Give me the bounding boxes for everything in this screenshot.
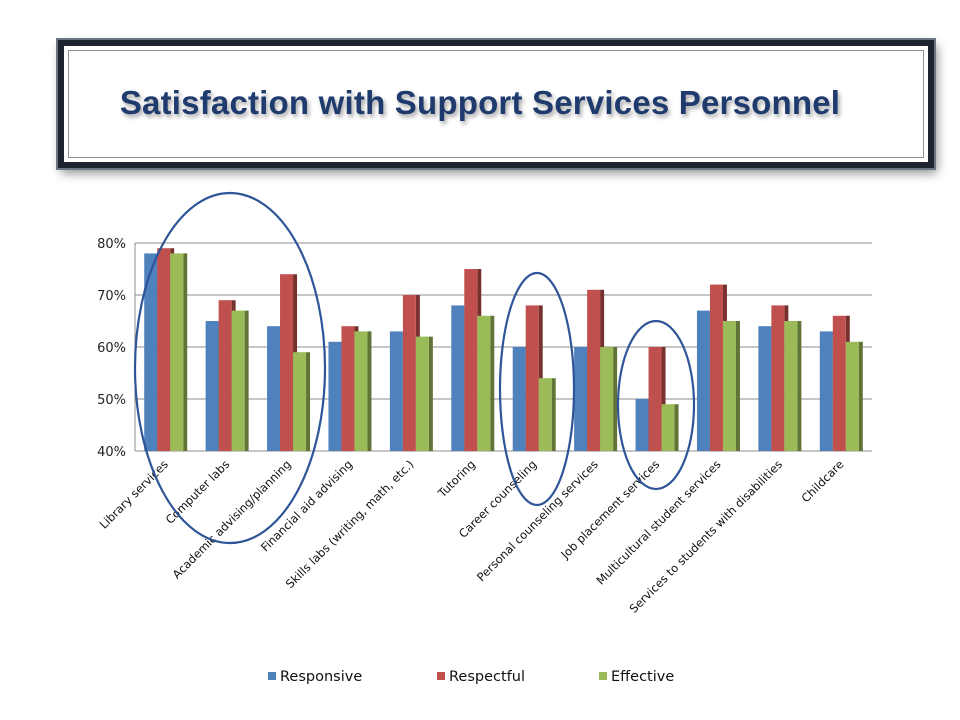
y-tick-label: 60% [97, 341, 126, 356]
bar-side [244, 310, 249, 451]
bar-side [306, 352, 311, 451]
bar-side [613, 347, 618, 451]
bar-side [858, 341, 863, 451]
bar-side [183, 253, 188, 451]
bar-responsive [758, 326, 772, 451]
bar-responsive [574, 347, 588, 451]
bar-responsive [389, 331, 403, 451]
bar-respectful [832, 315, 846, 451]
category-label: Skills labs (writing, math, etc.) [283, 457, 417, 591]
bar-side [797, 321, 802, 451]
category-label: Library services [97, 457, 171, 531]
bar-respectful [587, 289, 601, 451]
bar-side [735, 321, 740, 451]
category-label: Personal counseling services [474, 457, 601, 584]
bar-respectful [341, 326, 355, 451]
bar-responsive [267, 326, 281, 451]
bar-effective [661, 404, 675, 451]
bar-effective [477, 315, 491, 451]
bar-responsive [635, 399, 649, 451]
bar-respectful [771, 305, 785, 451]
bar-effective [784, 321, 798, 451]
legend-label: Effective [611, 669, 674, 685]
legend-swatch [599, 672, 607, 680]
bar-effective [845, 341, 859, 451]
highlight-ellipse [616, 319, 696, 491]
bar-respectful [525, 305, 539, 451]
bar-responsive [205, 321, 219, 451]
bar-effective [415, 336, 429, 451]
bar-respectful [157, 248, 171, 451]
bar-responsive [512, 347, 526, 451]
bar-effective [231, 310, 245, 451]
bar-respectful [709, 284, 723, 451]
chart-title: Satisfaction with Support Services Perso… [119, 84, 841, 121]
y-tick-label: 70% [97, 289, 126, 304]
bar-side [367, 331, 372, 451]
category-label: Multicultural student services [593, 457, 723, 587]
highlight-ellipse [498, 271, 576, 507]
bar-responsive [451, 305, 465, 451]
category-label: Tutoring [434, 457, 478, 501]
bar-side [551, 378, 556, 451]
category-label: Computer labs [163, 457, 233, 527]
y-tick-label: 50% [97, 393, 126, 408]
y-tick-label: 40% [97, 445, 126, 460]
title-frame [58, 40, 934, 168]
bar-side [428, 336, 433, 451]
bar-side [490, 315, 495, 451]
bar-responsive [144, 253, 158, 451]
y-tick-label: 80% [97, 237, 126, 252]
category-label: Academic advising/planning [170, 457, 294, 581]
bar-respectful [464, 269, 478, 451]
bar-responsive [328, 341, 342, 451]
category-label: Childcare [798, 457, 846, 505]
bar-effective [600, 347, 614, 451]
bar-respectful [648, 347, 662, 451]
bar-side [674, 404, 679, 451]
bar-effective [538, 378, 552, 451]
bar-effective [170, 253, 184, 451]
highlight-ellipse [133, 191, 327, 545]
bar-effective [354, 331, 368, 451]
bar-respectful [280, 274, 294, 451]
legend-label: Respectful [449, 669, 525, 685]
bar-responsive [819, 331, 833, 451]
legend-label: Responsive [280, 669, 362, 685]
bar-effective [722, 321, 736, 451]
category-label: Job placement services [557, 457, 662, 562]
bar-respectful [218, 300, 232, 451]
bar-responsive [696, 310, 710, 451]
bar-respectful [402, 295, 416, 451]
legend-swatch [437, 672, 445, 680]
bar-effective [293, 352, 307, 451]
legend-swatch [268, 672, 276, 680]
